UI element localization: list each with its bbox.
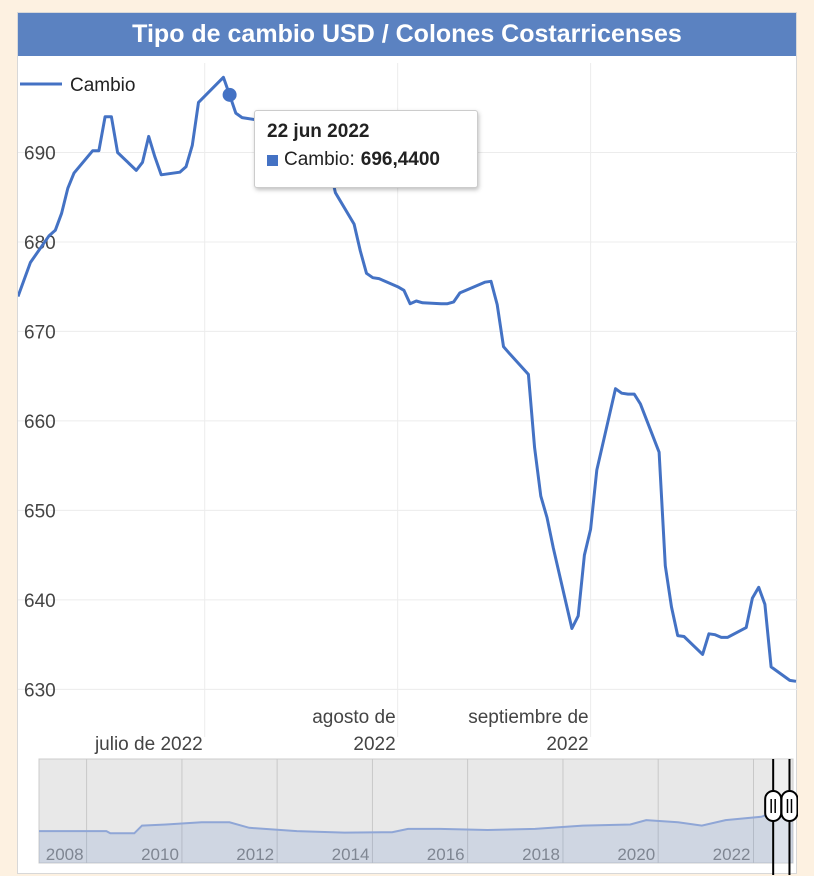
highlight-point[interactable] [222, 87, 237, 102]
navigator-year-label: 2010 [141, 845, 179, 864]
tooltip-series-label: Cambio: [284, 149, 355, 170]
tooltip-date: 22 jun 2022 [267, 121, 370, 142]
navigator-year-label: 2016 [427, 845, 465, 864]
y-tick-label: 650 [24, 501, 56, 522]
navigator-area [39, 812, 793, 863]
series-line-cambio[interactable] [18, 75, 797, 683]
y-tick-label: 640 [24, 591, 56, 612]
data-tooltip: 22 jun 2022 Cambio: 696,4400 [254, 110, 478, 188]
navigator-year-label: 2014 [332, 845, 370, 864]
x-tick-label: julio de 2022 [94, 734, 203, 755]
x-tick-label: septiembre de [468, 707, 588, 728]
tooltip-swatch [267, 154, 278, 166]
navigator-year-label: 2020 [617, 845, 655, 864]
navigator-year-label: 2022 [713, 845, 751, 864]
tooltip-row: Cambio: 696,4400 [267, 149, 465, 171]
chart-frame: Tipo de cambio USD / Colones Costarricen… [17, 12, 798, 875]
legend-label: Cambio [70, 75, 135, 96]
navigator-year-label: 2018 [522, 845, 560, 864]
navigator-year-label: 2008 [46, 845, 84, 864]
navigator-year-label: 2012 [236, 845, 274, 864]
navigator-handle-left[interactable] [764, 790, 783, 822]
navigator-handle-right[interactable] [780, 790, 798, 822]
y-tick-label: 660 [24, 412, 56, 433]
title-bar: Tipo de cambio USD / Colones Costarricen… [18, 13, 796, 56]
y-tick-label: 670 [24, 322, 56, 343]
chart-title: Tipo de cambio USD / Colones Costarricen… [132, 20, 682, 48]
x-tick-label: 2022 [546, 734, 588, 755]
navigator-line [39, 811, 794, 835]
y-tick-label: 690 [24, 143, 56, 164]
x-tick-label: agosto de [312, 707, 395, 728]
tooltip-value: 696,4400 [360, 149, 440, 170]
y-tick-label: 630 [24, 680, 56, 701]
x-tick-label: 2022 [353, 734, 395, 755]
